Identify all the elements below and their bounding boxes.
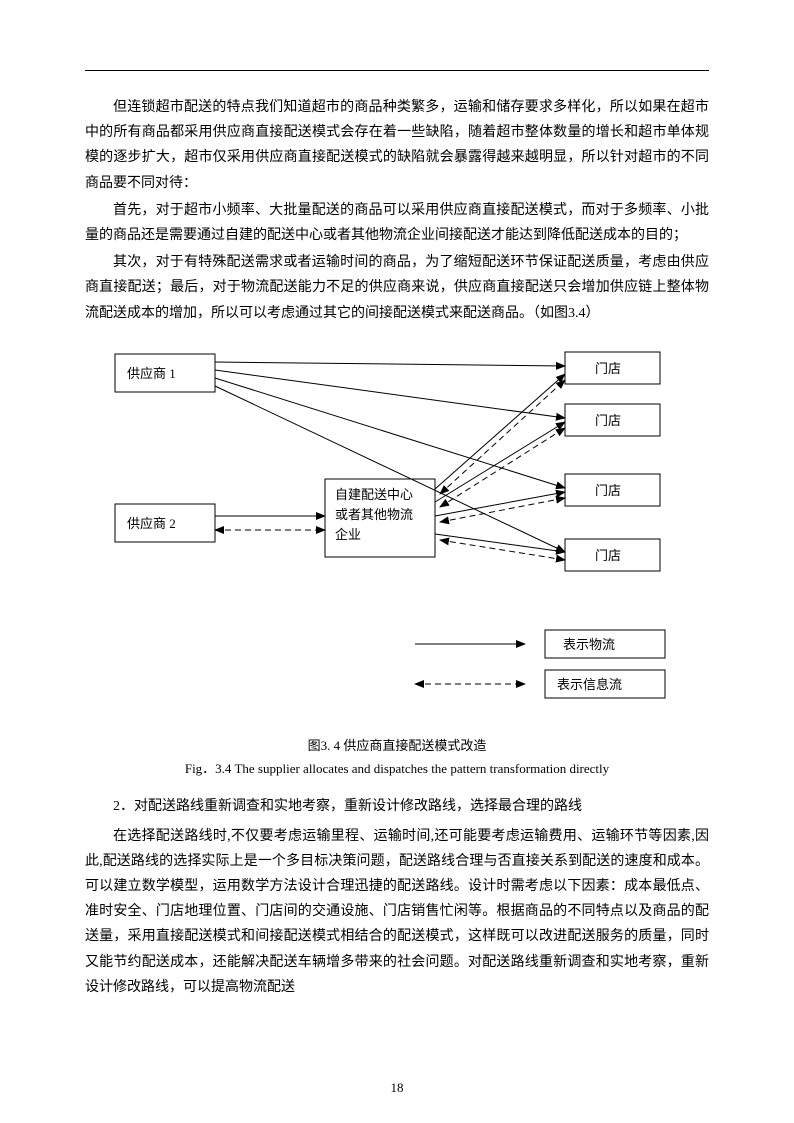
edge-c-store3 [435, 492, 565, 516]
figure-caption-en: Fig．3.4 The supplier allocates and dispa… [85, 757, 709, 780]
flowchart-svg: 供应商 1 供应商 2 自建配送中心 或者其他物流 企业 门店 门店 门店 门店 [85, 344, 709, 724]
paragraph-4: 在选择配送路线时,不仅要考虑运输里程、运输时间,还可能要考虑运输费用、运输环节等… [85, 824, 709, 1000]
label-store1: 门店 [595, 361, 621, 376]
label-center-l2: 或者其他物流 [335, 507, 413, 522]
paragraph-2: 首先，对于超市小频率、大批量配送的商品可以采用供应商直接配送模式，而对于多频率、… [85, 198, 709, 248]
page-number: 18 [0, 1076, 794, 1099]
label-center-l3: 企业 [335, 527, 361, 542]
paragraph-1: 但连锁超市配送的特点我们知道超市的商品种类繁多，运输和储存要求多样化，所以如果在… [85, 95, 709, 196]
figure-caption-cn: 图3. 4 供应商直接配送模式改造 [85, 734, 709, 757]
label-store2: 门店 [595, 413, 621, 428]
edge-c-store2 [435, 422, 565, 502]
label-store4: 门店 [595, 548, 621, 563]
heading-2: 2．对配送路线重新调查和实地考察，重新设计修改路线，选择最合理的路线 [85, 794, 709, 819]
page-container: 但连锁超市配送的特点我们知道超市的商品种类繁多，运输和储存要求多样化，所以如果在… [0, 0, 794, 1123]
legend-label-material: 表示物流 [563, 637, 615, 652]
label-center-l1: 自建配送中心 [335, 487, 413, 502]
figure-3-4: 供应商 1 供应商 2 自建配送中心 或者其他物流 企业 门店 门店 门店 门店 [85, 344, 709, 724]
label-supplier1: 供应商 1 [127, 366, 176, 381]
legend-label-info: 表示信息流 [557, 677, 622, 692]
edge-c-store1 [435, 374, 565, 489]
paragraph-3: 其次，对于有特殊配送需求或者运输时间的商品，为了缩短配送环节保证配送质量，考虑由… [85, 250, 709, 326]
label-store3: 门店 [595, 483, 621, 498]
label-supplier2: 供应商 2 [127, 516, 176, 531]
edge-c-store1-info [440, 380, 565, 494]
edge-s1-store1 [215, 362, 565, 366]
top-rule [85, 70, 709, 71]
